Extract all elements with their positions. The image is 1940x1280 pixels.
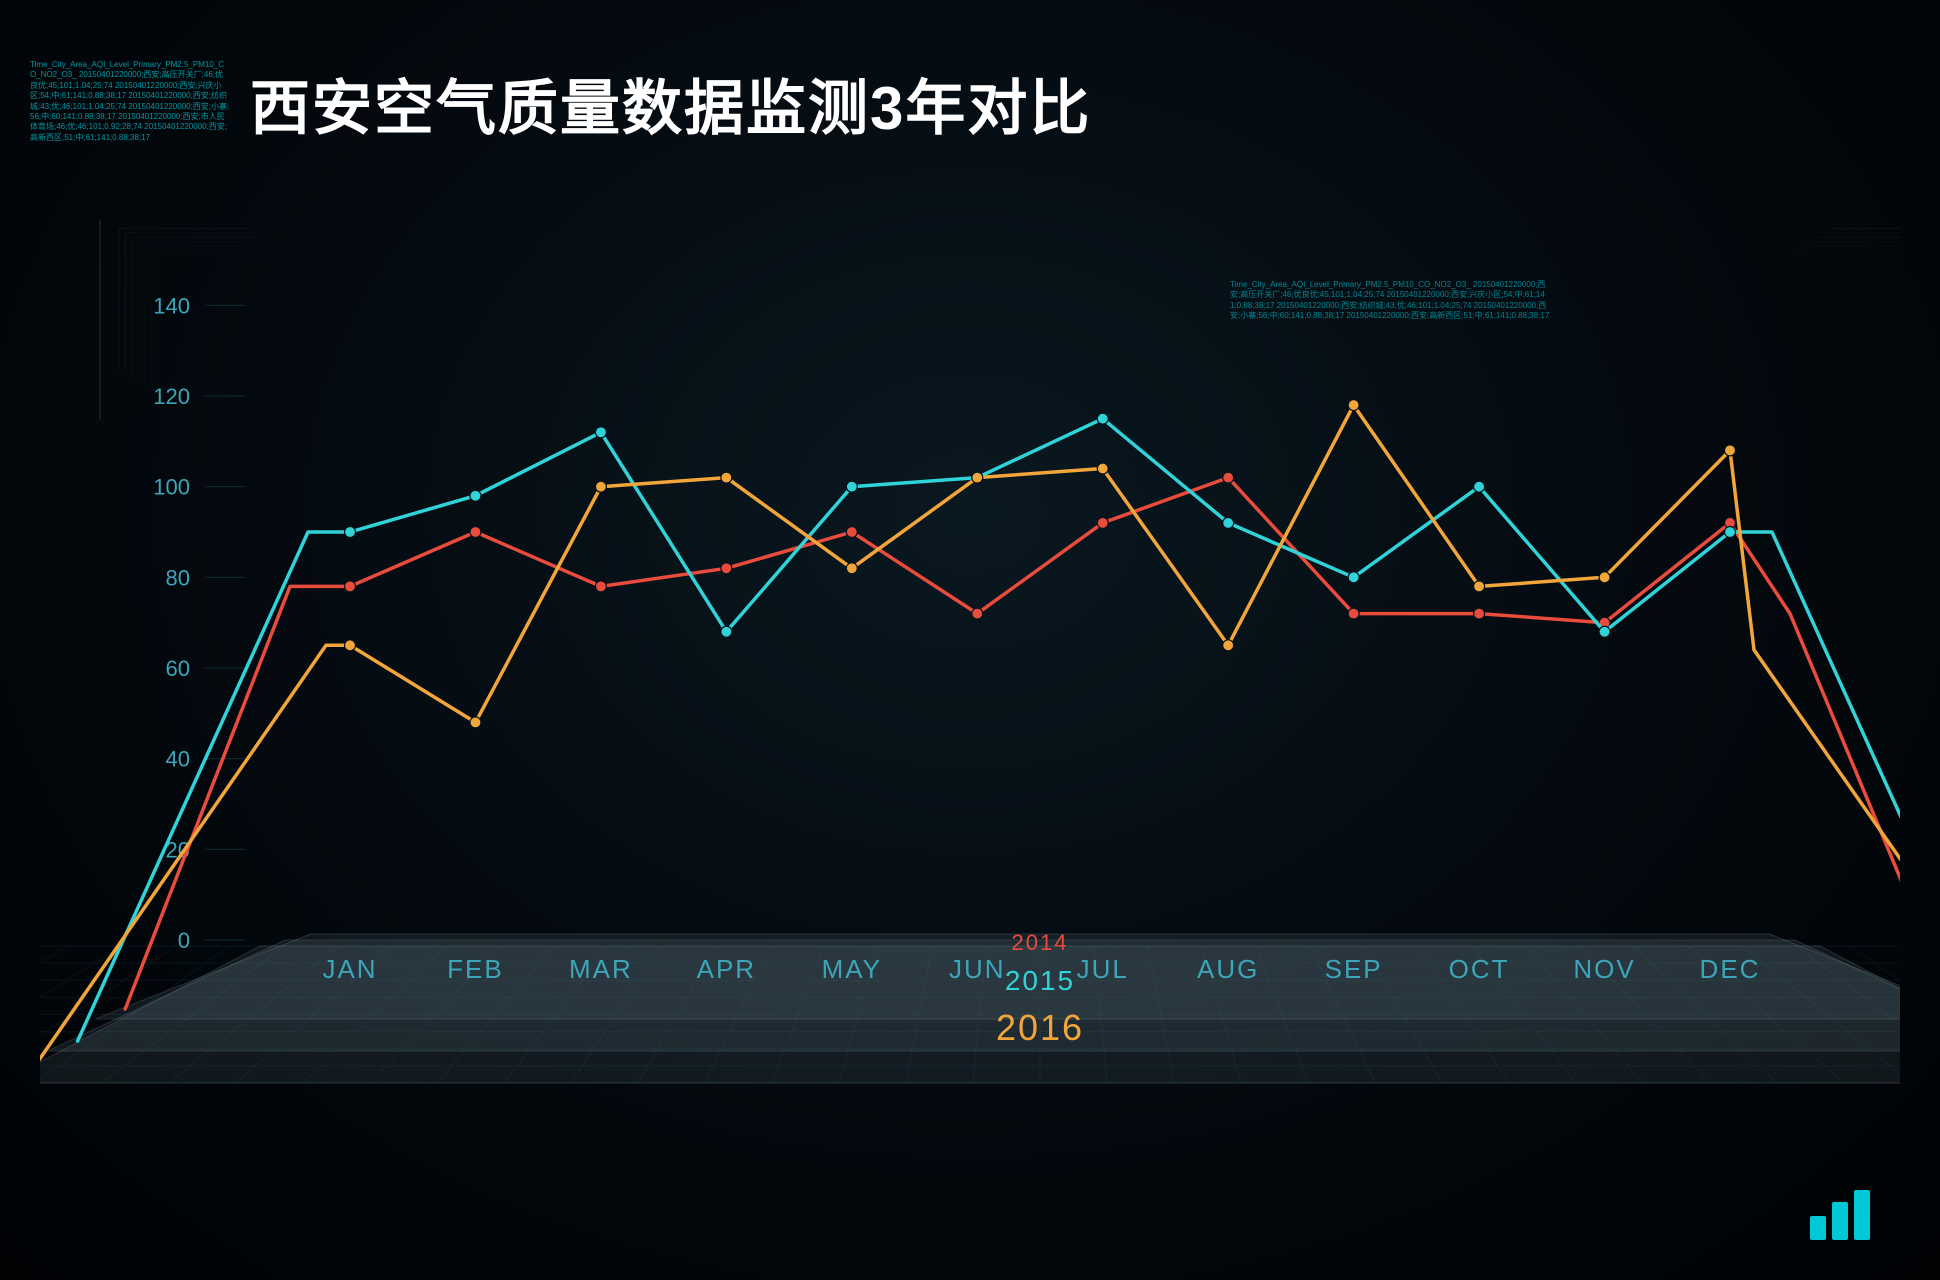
svg-text:2016: 2016 [996, 1007, 1084, 1048]
svg-text:40: 40 [166, 747, 190, 772]
svg-text:SEP: SEP [1325, 954, 1383, 984]
decorative-data-text-1: Time_City_Area_AQI_Level_Primary_PM2.5_P… [30, 60, 230, 143]
svg-text:MAR: MAR [569, 954, 633, 984]
svg-text:AUG: AUG [1197, 954, 1259, 984]
svg-text:JUN: JUN [949, 954, 1006, 984]
svg-text:100: 100 [153, 475, 190, 500]
svg-text:APR: APR [697, 954, 756, 984]
svg-text:120: 120 [153, 384, 190, 409]
page-title: 西安空气质量数据监测3年对比 [250, 60, 1091, 147]
svg-text:FEB: FEB [447, 954, 504, 984]
bar-chart-icon [1810, 1190, 1870, 1240]
air-quality-chart: 020406080100120140JANFEBMARAPRMAYJUNJULA… [40, 220, 1900, 1120]
svg-text:JAN: JAN [322, 954, 377, 984]
svg-text:JUL: JUL [1077, 954, 1129, 984]
svg-text:80: 80 [166, 565, 190, 590]
svg-text:DEC: DEC [1700, 954, 1761, 984]
svg-text:140: 140 [153, 293, 190, 318]
svg-text:60: 60 [166, 656, 190, 681]
svg-text:NOV: NOV [1573, 954, 1635, 984]
svg-text:2015: 2015 [1005, 965, 1075, 996]
svg-text:0: 0 [178, 928, 190, 953]
svg-text:OCT: OCT [1449, 954, 1510, 984]
svg-text:2014: 2014 [1012, 930, 1069, 955]
svg-text:MAY: MAY [822, 954, 882, 984]
